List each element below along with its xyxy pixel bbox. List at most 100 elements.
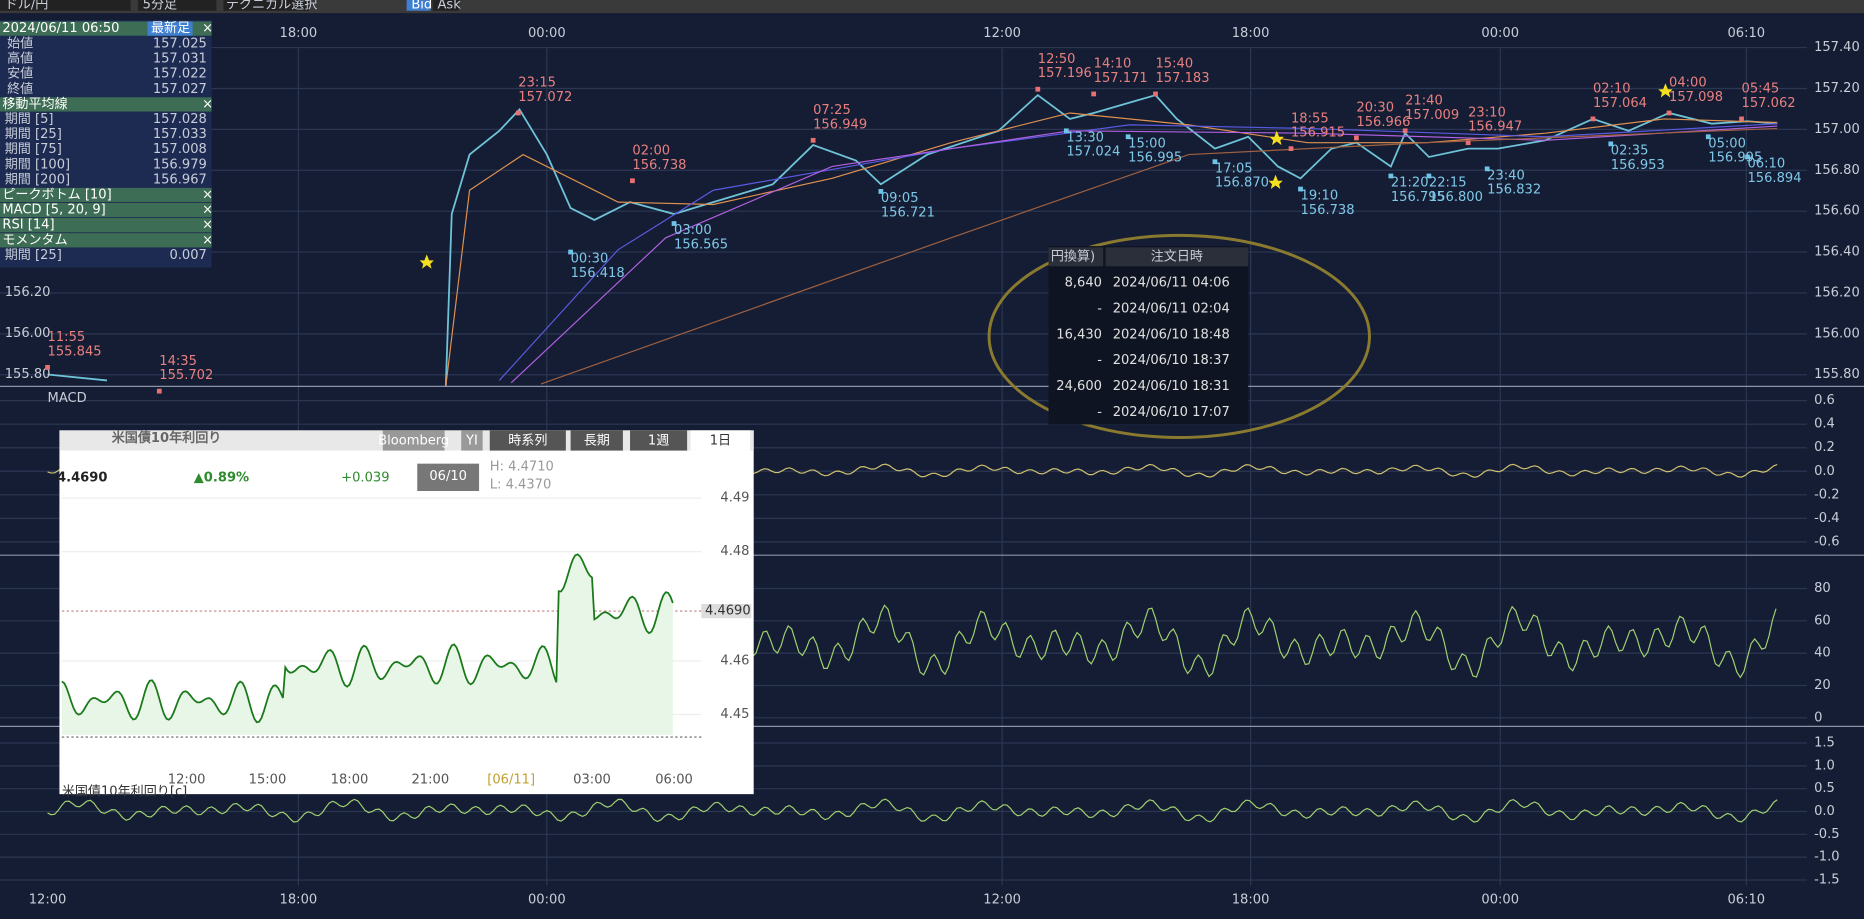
axis-label: 60: [1814, 613, 1831, 628]
close-button[interactable]: ×: [202, 21, 213, 36]
axis-label: 156.60: [1814, 204, 1860, 219]
bid: Bid: [411, 0, 432, 12]
bond-line: [61, 553, 674, 724]
tab[interactable]: [382, 430, 445, 451]
close-button[interactable]: ×: [202, 203, 213, 218]
axis-label: -0.5: [1814, 827, 1840, 842]
tab-label[interactable]: 時系列: [508, 434, 547, 449]
high-price: 156.949: [813, 117, 867, 132]
value: 157.008: [153, 142, 207, 157]
value: 157.027: [153, 82, 207, 97]
low-price: 156.738: [1301, 203, 1355, 218]
bid-button: [406, 0, 431, 11]
panel-header-text: RSI [14]: [2, 218, 54, 233]
close-button[interactable]: ×: [202, 233, 213, 248]
high-marker: [1739, 116, 1744, 122]
low-time: 09:05: [881, 191, 919, 206]
tab[interactable]: [630, 430, 688, 451]
axis-label: 156.00: [5, 326, 51, 341]
time-label: 12:00: [983, 26, 1021, 41]
axis-label: 0.4: [1814, 417, 1835, 432]
close-button[interactable]: ×: [202, 187, 213, 202]
field: 期間 [200]: [5, 172, 70, 187]
axis-label: 4.49: [720, 491, 749, 506]
high-marker: [1465, 140, 1471, 146]
low-time: 22:15: [1429, 176, 1467, 191]
low-marker: [878, 189, 884, 194]
tab-label[interactable]: YI: [465, 434, 478, 449]
bond-title: 米国債10年利回り: [112, 430, 222, 446]
date-cell: 2024/06/11 02:04: [1113, 301, 1230, 316]
low-price: 156.995: [1708, 151, 1762, 166]
tab[interactable]: [489, 430, 566, 451]
low-price: 156.721: [881, 205, 935, 220]
date-cell: 2024/06/10 18:48: [1113, 327, 1230, 342]
high-time: 14:10: [1094, 57, 1132, 72]
panel-header: [0, 218, 212, 233]
tab-label[interactable]: 長期: [584, 434, 610, 449]
low-marker: [1705, 134, 1711, 140]
axis-label: 156.80: [1814, 163, 1860, 178]
ask-button: [432, 0, 459, 11]
high-price: 157.171: [1094, 71, 1148, 86]
high-price: 157.183: [1155, 71, 1209, 86]
field: 終値: [7, 81, 33, 97]
time-label: 12:00: [29, 892, 67, 907]
period-select: [137, 0, 217, 11]
close-button[interactable]: ×: [202, 97, 213, 112]
axis-label: 156.20: [1814, 285, 1860, 300]
date-cell: 2024/06/10 17:07: [1113, 405, 1230, 420]
date-cell: 2024/06/10 18:31: [1113, 379, 1230, 394]
tab-label[interactable]: 1週: [648, 434, 669, 449]
low-time: 00:30: [571, 252, 609, 267]
panel-header: [0, 233, 212, 248]
axis-label: -1.5: [1814, 872, 1840, 887]
star-icon: [1268, 174, 1283, 190]
tab[interactable]: [570, 430, 623, 451]
field: 安値: [7, 66, 33, 82]
high-price: 156.915: [1291, 126, 1345, 141]
low-price: 156.870: [1215, 176, 1269, 191]
high-time: 20:30: [1356, 101, 1394, 116]
axis-label: 4.46: [720, 653, 749, 668]
high-time: 18:55: [1291, 111, 1329, 126]
tab-label[interactable]: 1日: [710, 434, 731, 449]
ma-line: [445, 112, 1778, 387]
field: 高値: [7, 51, 33, 67]
axis-label: 0.0: [1814, 464, 1835, 479]
field: 期間 [100]: [5, 157, 70, 172]
high-price: 155.702: [159, 368, 213, 383]
bond-change-pct: ▲0.89%: [194, 470, 249, 485]
bond-widget: [59, 430, 754, 795]
bond-change: +0.039: [341, 470, 389, 485]
close-button[interactable]: ×: [202, 218, 213, 233]
amount-cell: 8,640: [1065, 275, 1102, 290]
tab[interactable]: [690, 430, 751, 451]
value: 0.007: [169, 248, 206, 263]
axis-label: [06/11]: [487, 772, 535, 787]
field: 期間 [75]: [5, 142, 62, 157]
price-line: [47, 93, 1778, 387]
table-header: [1048, 247, 1104, 267]
time-label: 06:10: [1727, 892, 1765, 907]
low-marker: [1063, 128, 1069, 134]
high-marker: [45, 364, 50, 370]
low-price: 156.995: [1128, 151, 1182, 166]
axis-label: -1.0: [1814, 850, 1840, 865]
ma-line: [540, 127, 1778, 385]
tab-label[interactable]: Bloomberg: [378, 434, 449, 449]
tab[interactable]: [461, 430, 483, 451]
hand-drawn-circle: [987, 233, 1371, 439]
tech: テクニカル選択: [226, 0, 317, 12]
field: 期間 [25]: [5, 248, 62, 263]
high-price: 157.062: [1742, 96, 1796, 111]
low-marker: [1125, 134, 1131, 140]
low-price: 157.024: [1066, 145, 1120, 160]
high-marker: [1590, 116, 1596, 122]
high-price: 157.072: [518, 90, 572, 105]
axis-label: 0.5: [1814, 781, 1835, 796]
axis-label: 21:00: [412, 772, 450, 787]
